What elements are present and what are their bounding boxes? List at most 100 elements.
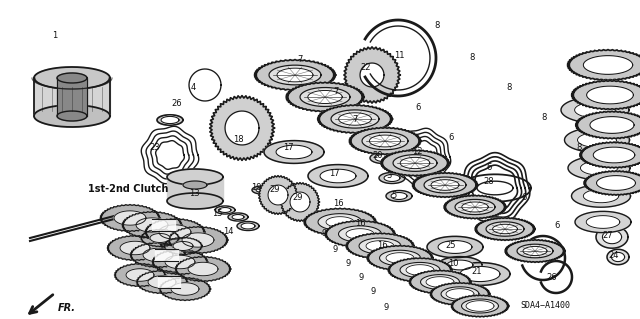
Polygon shape [466,301,494,311]
Text: 13: 13 [189,189,199,197]
Polygon shape [219,207,231,212]
Polygon shape [167,169,223,185]
Text: 17: 17 [329,168,339,177]
Text: SDA4−A1400: SDA4−A1400 [520,301,570,310]
Polygon shape [175,256,231,282]
Polygon shape [232,214,244,219]
Polygon shape [252,186,272,194]
Polygon shape [276,145,312,159]
Polygon shape [380,250,420,266]
Polygon shape [577,133,616,147]
Polygon shape [444,195,506,219]
Polygon shape [136,271,188,293]
Text: 7: 7 [298,56,303,64]
Polygon shape [427,236,483,258]
Polygon shape [412,173,477,197]
Polygon shape [388,258,452,282]
Polygon shape [370,152,396,164]
Text: 7: 7 [333,87,339,97]
Polygon shape [360,63,384,87]
Text: 28: 28 [484,177,494,187]
Polygon shape [115,263,166,286]
Polygon shape [107,235,163,261]
Polygon shape [379,173,405,183]
Polygon shape [391,192,407,199]
Text: 26: 26 [172,99,182,108]
Polygon shape [256,188,268,192]
Polygon shape [100,204,160,232]
Polygon shape [587,86,634,104]
Text: 9: 9 [332,244,338,254]
Polygon shape [159,225,191,239]
Text: 17: 17 [283,144,293,152]
Polygon shape [375,154,391,161]
Polygon shape [450,263,510,286]
Polygon shape [455,199,495,215]
Polygon shape [575,211,631,233]
Text: 11: 11 [394,50,404,60]
Text: FR.: FR. [58,303,76,313]
Polygon shape [505,240,565,263]
Polygon shape [583,56,633,74]
Text: 9: 9 [321,229,326,239]
Polygon shape [611,252,625,262]
Polygon shape [188,262,218,276]
Polygon shape [400,263,440,278]
Polygon shape [386,253,414,263]
Polygon shape [580,161,618,175]
Polygon shape [168,226,228,254]
Polygon shape [331,110,379,128]
Polygon shape [349,127,421,155]
Polygon shape [164,237,202,255]
Polygon shape [451,295,509,317]
Polygon shape [523,247,547,256]
Polygon shape [596,175,636,190]
Text: 15: 15 [212,209,222,218]
Polygon shape [367,245,433,271]
Polygon shape [57,111,87,121]
Polygon shape [114,211,146,225]
Polygon shape [344,47,400,103]
Polygon shape [268,185,288,205]
Polygon shape [277,68,313,82]
Polygon shape [158,276,180,288]
Text: 24: 24 [609,251,620,261]
Polygon shape [475,218,535,241]
Polygon shape [320,169,356,183]
Polygon shape [120,241,150,255]
Polygon shape [57,78,87,116]
Text: 7: 7 [352,115,358,124]
Text: 1: 1 [52,31,58,40]
Polygon shape [122,211,182,239]
Polygon shape [157,115,183,125]
Text: 5: 5 [392,190,397,199]
Polygon shape [57,73,87,83]
Polygon shape [317,105,392,133]
Polygon shape [325,221,395,247]
Polygon shape [182,233,214,247]
Polygon shape [593,147,635,163]
Polygon shape [269,65,321,85]
Text: 3: 3 [387,170,392,180]
Polygon shape [438,241,472,254]
Polygon shape [141,229,179,247]
Text: 18: 18 [233,135,243,144]
Polygon shape [426,277,454,287]
Polygon shape [381,150,449,176]
Polygon shape [583,189,619,203]
Text: 21: 21 [472,268,483,277]
Polygon shape [517,244,553,258]
Polygon shape [477,181,513,195]
Polygon shape [424,177,466,193]
Polygon shape [300,87,350,107]
Polygon shape [584,171,640,195]
Text: 26: 26 [547,272,557,281]
Polygon shape [34,78,110,116]
Polygon shape [304,208,376,236]
Polygon shape [607,249,629,265]
Polygon shape [34,67,110,89]
Polygon shape [409,270,471,294]
Polygon shape [486,222,524,236]
Polygon shape [369,135,401,147]
Text: 8: 8 [541,113,547,122]
